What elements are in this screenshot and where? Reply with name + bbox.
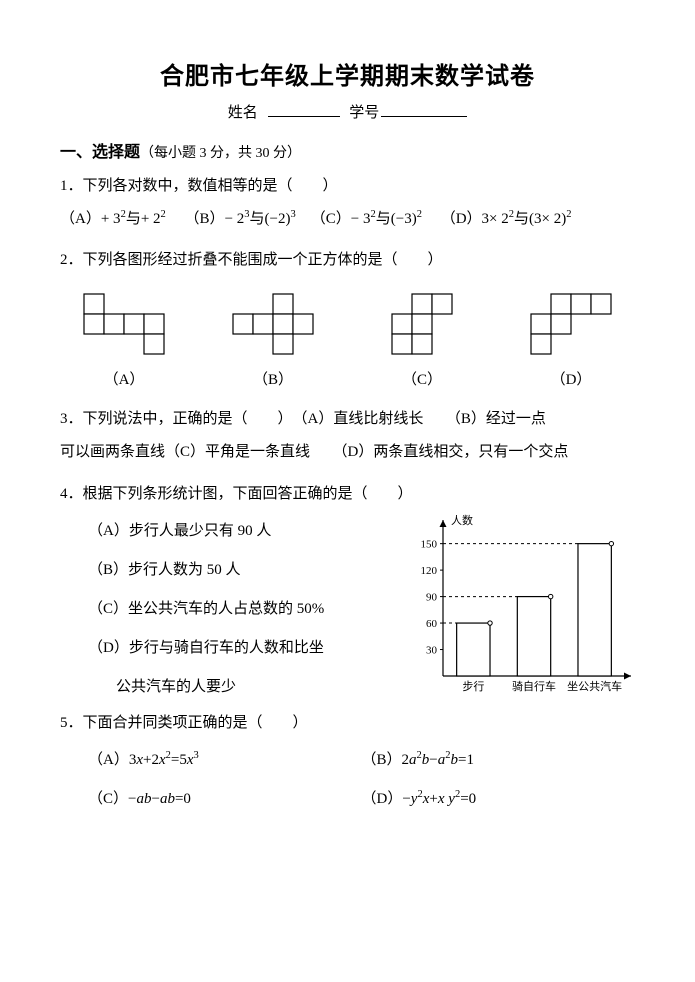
exam-page: 合肥市七年级上学期期末数学试卷 姓名 学号 一、选择题（每小题 3 分，共 30… xyxy=(0,0,695,982)
q5-row1: （A）3x+2x2=5x3 （B）2a2b−a2b=1 xyxy=(60,741,635,780)
q2-netB xyxy=(213,288,333,360)
q1-optC: （C）− 32与(−3)2 xyxy=(311,211,422,227)
q2-netD xyxy=(511,288,631,360)
q5-optD: （D）−y2x+x y2=0 xyxy=(362,780,636,819)
q2-stem: 2．下列各图形经过折叠不能围成一个正方体的是（ ） xyxy=(60,244,635,278)
q3-line2: 可以画两条直线（C）平角是一条直线 （D）两条直线相交，只有一个交点 xyxy=(60,436,635,470)
name-blank[interactable] xyxy=(268,101,340,117)
q2-nets xyxy=(60,288,635,360)
q4-stem: 4．根据下列条形统计图，下面回答正确的是（ ） xyxy=(60,478,635,512)
q4-optB: （B）步行人数为 50 人 xyxy=(60,551,391,590)
q2-labels: （A） （B） （C） （D） xyxy=(60,368,635,389)
q4-optD-1: （D）步行与骑自行车的人数和比坐 xyxy=(60,629,391,668)
svg-text:60: 60 xyxy=(426,618,438,630)
section1-title: 一、选择题 xyxy=(60,144,140,161)
q1-options: （A）+ 32与+ 22 （B）− 23与(−2)3 （C）− 32与(−3)2… xyxy=(60,204,635,234)
q2-labelC: （C） xyxy=(362,368,482,389)
svg-text:人数: 人数 xyxy=(451,514,473,527)
meta-line: 姓名 学号 xyxy=(60,101,635,122)
svg-text:骑自行车: 骑自行车 xyxy=(512,679,556,693)
section1-head: 一、选择题（每小题 3 分，共 30 分） xyxy=(60,138,635,162)
q5-optA: （A）3x+2x2=5x3 xyxy=(60,741,362,780)
svg-text:30: 30 xyxy=(426,644,438,656)
q3-line1: 3．下列说法中，正确的是（ ） （A）直线比射线长 （B）经过一点 xyxy=(60,403,635,437)
q2-netA xyxy=(64,288,184,360)
q1-optB: （B）− 23与(−2)3 xyxy=(185,211,296,227)
q4-optC: （C）坐公共汽车的人占总数的 50% xyxy=(60,590,391,629)
q5-row2: （C）−ab−ab=0 （D）−y2x+x y2=0 xyxy=(60,780,635,819)
q2-netC xyxy=(362,288,482,360)
q1-optD: （D）3× 22与(3× 2)2 xyxy=(441,211,572,227)
svg-text:坐公共汽车: 坐公共汽车 xyxy=(567,679,622,693)
q2-labelB: （B） xyxy=(213,368,333,389)
id-label: 学号 xyxy=(349,105,379,121)
q1-stem: 1．下列各对数中，数值相等的是（ ） xyxy=(60,170,635,204)
svg-text:步行: 步行 xyxy=(462,680,484,693)
q4-options: （A）步行人最少只有 90 人 （B）步行人数为 50 人 （C）坐公共汽车的人… xyxy=(60,512,391,707)
svg-text:90: 90 xyxy=(426,591,438,603)
q2-labelD: （D） xyxy=(511,368,631,389)
svg-text:150: 150 xyxy=(421,538,438,550)
page-title: 合肥市七年级上学期期末数学试卷 xyxy=(60,56,635,91)
name-label: 姓名 xyxy=(228,105,258,121)
svg-text:120: 120 xyxy=(421,565,438,577)
q4-optA: （A）步行人最少只有 90 人 xyxy=(60,512,391,551)
section1-note: （每小题 3 分，共 30 分） xyxy=(140,146,301,161)
q4-chart: 人数 30 60 90 120 150 步行 骑自行车坐公共汽车 xyxy=(405,512,635,702)
q4-optD-2: 公共汽车的人要少 xyxy=(60,668,391,707)
id-blank[interactable] xyxy=(381,101,467,117)
q5-optB: （B）2a2b−a2b=1 xyxy=(362,741,636,780)
q5-stem: 5．下面合并同类项正确的是（ ） xyxy=(60,707,635,741)
q2-labelA: （A） xyxy=(64,368,184,389)
q4-body: （A）步行人最少只有 90 人 （B）步行人数为 50 人 （C）坐公共汽车的人… xyxy=(60,512,635,707)
q1-optA: （A）+ 32与+ 22 xyxy=(60,211,166,227)
q5-optC: （C）−ab−ab=0 xyxy=(60,780,362,819)
